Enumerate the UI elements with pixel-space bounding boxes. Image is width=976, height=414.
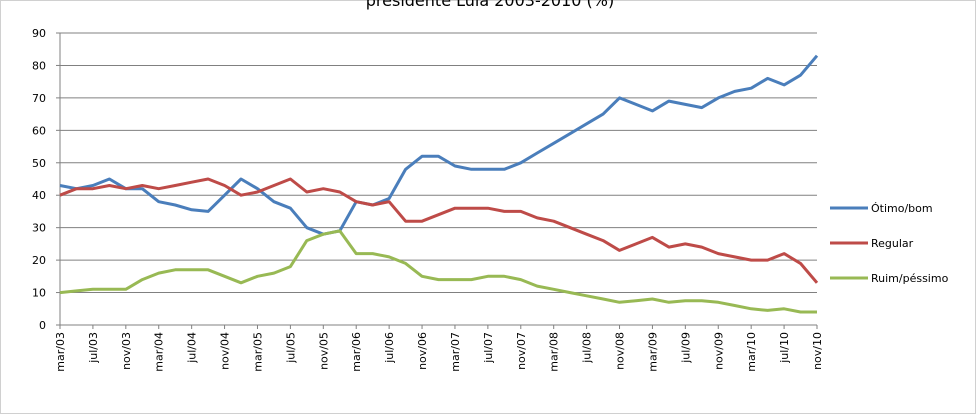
x-tick-label: nov/05 — [317, 332, 330, 370]
legend-label: Ruim/péssimo — [871, 272, 949, 285]
x-tick-label: jul/09 — [679, 332, 692, 364]
x-tick-label: jul/05 — [284, 332, 297, 364]
y-tick-label: 60 — [32, 124, 46, 137]
y-tick-label: 50 — [32, 157, 46, 170]
y-tick-label: 10 — [32, 287, 46, 300]
x-tick-label: mar/03 — [54, 332, 67, 372]
x-tick-label: jul/10 — [778, 332, 791, 364]
x-tick-label: nov/07 — [515, 332, 528, 370]
x-tick-label: nov/10 — [811, 332, 824, 370]
x-tick-label: mar/07 — [449, 332, 462, 372]
y-tick-label: 90 — [32, 27, 46, 40]
chart-title: presidente Lula 2003-2010 (%) — [366, 0, 614, 10]
x-tick-label: nov/08 — [614, 332, 627, 370]
x-tick-label: mar/10 — [745, 332, 758, 372]
legend-label: Ótimo/bom — [871, 202, 933, 215]
series-line — [59, 177, 819, 284]
x-tick-label: jul/08 — [581, 332, 594, 364]
x-tick-label: jul/06 — [383, 332, 396, 364]
y-tick-label: 40 — [32, 189, 46, 202]
y-tick-label: 70 — [32, 92, 46, 105]
x-tick-label: mar/08 — [548, 332, 561, 372]
legend-label: Regular — [871, 237, 914, 250]
x-tick-label: nov/04 — [219, 332, 232, 370]
x-tick-label: nov/06 — [416, 332, 429, 370]
y-tick-label: 0 — [39, 319, 46, 332]
x-tick-label: jul/07 — [482, 332, 495, 364]
x-tick-label: jul/03 — [87, 332, 100, 364]
x-tick-label: mar/04 — [153, 332, 166, 372]
series-line — [59, 54, 819, 236]
x-tick-label: nov/03 — [120, 332, 133, 370]
x-tick-label: jul/04 — [186, 332, 199, 364]
x-tick-label: mar/06 — [350, 332, 363, 372]
y-tick-label: 80 — [32, 59, 46, 72]
y-tick-label: 30 — [32, 222, 46, 235]
x-tick-label: nov/09 — [712, 332, 725, 370]
series-line — [59, 229, 817, 314]
x-tick-label: mar/09 — [646, 332, 659, 372]
y-tick-label: 20 — [32, 254, 46, 267]
x-tick-label: mar/05 — [251, 332, 264, 372]
